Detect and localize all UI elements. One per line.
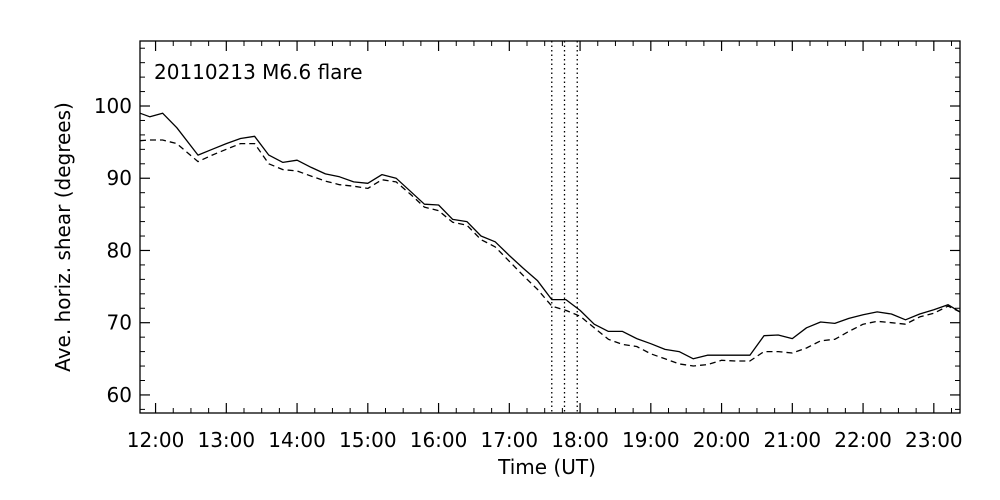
x-tick-label: 16:00	[410, 428, 468, 452]
x-tick-label: 22:00	[834, 428, 892, 452]
chart-annotation: 20110213 M6.6 flare	[154, 60, 363, 84]
x-tick-label: 20:00	[693, 428, 751, 452]
y-tick-label: 60	[107, 383, 132, 407]
x-tick-label: 15:00	[339, 428, 397, 452]
y-tick-label: 100	[94, 94, 132, 118]
series-dashed-line	[139, 139, 961, 367]
series-solid-line	[139, 112, 961, 360]
y-tick-label: 70	[107, 311, 132, 335]
axis-ticks: 12:00 13:00 14:00 15:00 16:00 17:00 18:00 19:00…	[94, 41, 963, 452]
x-tick-label: 12:00	[127, 428, 185, 452]
x-axis-title: Time (UT)	[497, 455, 596, 479]
y-axis-title: Ave. horiz. shear (degrees)	[51, 102, 75, 372]
y-tick-label: 90	[107, 166, 132, 190]
x-tick-label: 23:00	[905, 428, 963, 452]
x-tick-label: 21:00	[764, 428, 822, 452]
plot-lines	[139, 41, 961, 413]
y-tick-label: 80	[107, 238, 132, 262]
plot-frame	[139, 40, 961, 414]
x-tick-label: 19:00	[622, 428, 680, 452]
x-tick-label: 17:00	[480, 428, 538, 452]
x-tick-label: 18:00	[551, 428, 609, 452]
x-tick-label: 13:00	[197, 428, 255, 452]
x-tick-label: 14:00	[268, 428, 326, 452]
